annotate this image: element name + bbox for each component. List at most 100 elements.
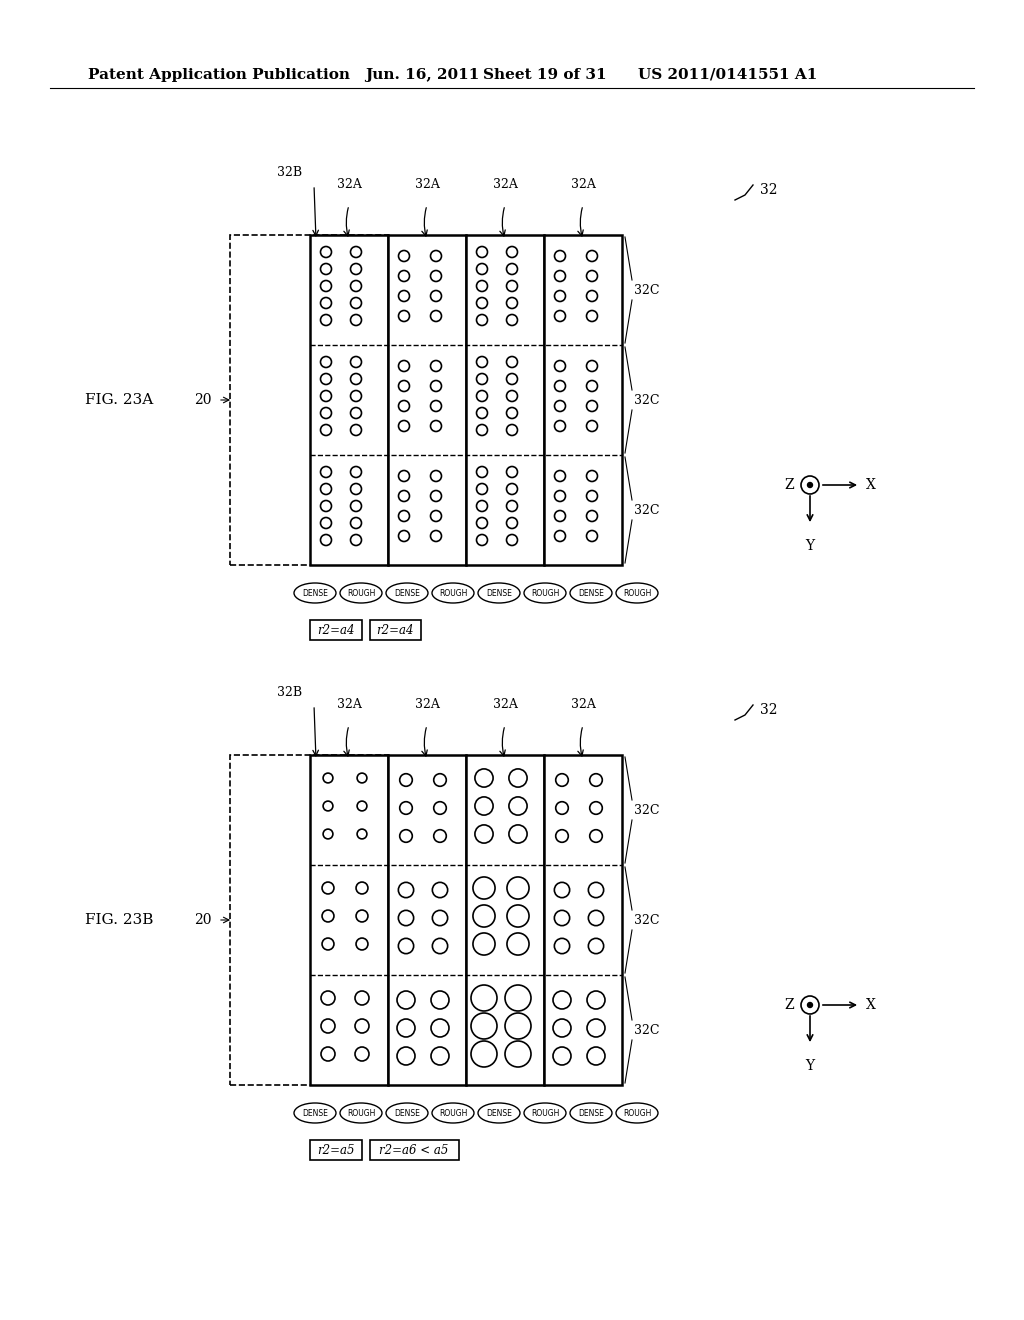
Text: r2=a4: r2=a4 [377,623,414,636]
Circle shape [555,400,565,412]
Circle shape [507,425,517,436]
Circle shape [398,360,410,371]
Circle shape [430,360,441,371]
Circle shape [509,768,527,787]
Circle shape [555,470,565,482]
Circle shape [476,356,487,367]
Circle shape [590,801,602,814]
Text: DENSE: DENSE [579,1109,604,1118]
Circle shape [321,483,332,495]
Circle shape [507,517,517,528]
Text: X: X [866,998,876,1012]
Circle shape [475,825,494,843]
Circle shape [434,830,446,842]
Circle shape [587,290,597,301]
Text: r2=a6 < a5: r2=a6 < a5 [379,1143,449,1156]
Circle shape [476,264,487,275]
Circle shape [476,391,487,401]
Circle shape [476,374,487,384]
Text: ROUGH: ROUGH [439,589,467,598]
Circle shape [399,774,413,787]
Circle shape [398,939,414,953]
Circle shape [476,466,487,478]
Circle shape [475,797,494,814]
Text: Sheet 19 of 31: Sheet 19 of 31 [483,69,606,82]
Circle shape [430,251,441,261]
Text: FIG. 23A: FIG. 23A [85,393,154,407]
Text: 32A: 32A [493,178,517,191]
Circle shape [356,882,368,894]
Circle shape [357,829,367,840]
Circle shape [553,991,571,1008]
Text: ROUGH: ROUGH [530,589,559,598]
Text: DENSE: DENSE [394,589,420,598]
Circle shape [505,1041,531,1067]
Circle shape [556,774,568,787]
Circle shape [587,360,597,371]
Ellipse shape [386,583,428,603]
Circle shape [430,531,441,541]
Circle shape [476,297,487,309]
Circle shape [355,991,369,1005]
Circle shape [587,271,597,281]
Circle shape [321,297,332,309]
Circle shape [321,517,332,528]
Circle shape [555,360,565,371]
Circle shape [507,535,517,545]
Circle shape [350,314,361,326]
Circle shape [398,290,410,301]
Circle shape [555,380,565,392]
Circle shape [397,1019,415,1038]
Text: DENSE: DENSE [302,1109,328,1118]
Circle shape [587,511,597,521]
Circle shape [321,314,332,326]
Circle shape [321,991,335,1005]
Bar [370,1140,459,1160]
Bar [310,755,388,1085]
Text: 32A: 32A [337,698,361,711]
Circle shape [350,356,361,367]
Circle shape [350,297,361,309]
Circle shape [509,825,527,843]
Circle shape [430,491,441,502]
Bar [370,620,421,640]
Circle shape [555,491,565,502]
Circle shape [321,247,332,257]
Bar [544,235,622,565]
Circle shape [357,801,367,810]
Text: Z: Z [784,478,794,492]
Text: Y: Y [806,1059,814,1073]
Text: 32A: 32A [337,178,361,191]
Circle shape [476,517,487,528]
Bar [230,755,388,1085]
Text: DENSE: DENSE [394,1109,420,1118]
Text: Z: Z [784,998,794,1012]
Circle shape [507,876,529,899]
Circle shape [476,535,487,545]
Text: 32A: 32A [415,698,439,711]
Text: DENSE: DENSE [486,589,512,598]
Circle shape [321,408,332,418]
Text: 32C: 32C [634,804,659,817]
Text: 20: 20 [195,393,212,407]
Circle shape [471,985,497,1011]
Circle shape [507,314,517,326]
Text: ROUGH: ROUGH [347,1109,375,1118]
Circle shape [509,797,527,814]
Text: r2=a4: r2=a4 [317,623,354,636]
Circle shape [476,425,487,436]
Circle shape [587,470,597,482]
Circle shape [471,1041,497,1067]
Circle shape [431,991,449,1008]
Text: DENSE: DENSE [579,589,604,598]
Circle shape [587,400,597,412]
Circle shape [321,500,332,511]
Circle shape [350,281,361,292]
Circle shape [589,882,604,898]
Circle shape [587,1019,605,1038]
Ellipse shape [294,1104,336,1123]
Circle shape [555,251,565,261]
Circle shape [398,421,410,432]
Circle shape [507,483,517,495]
Bar [466,235,544,565]
